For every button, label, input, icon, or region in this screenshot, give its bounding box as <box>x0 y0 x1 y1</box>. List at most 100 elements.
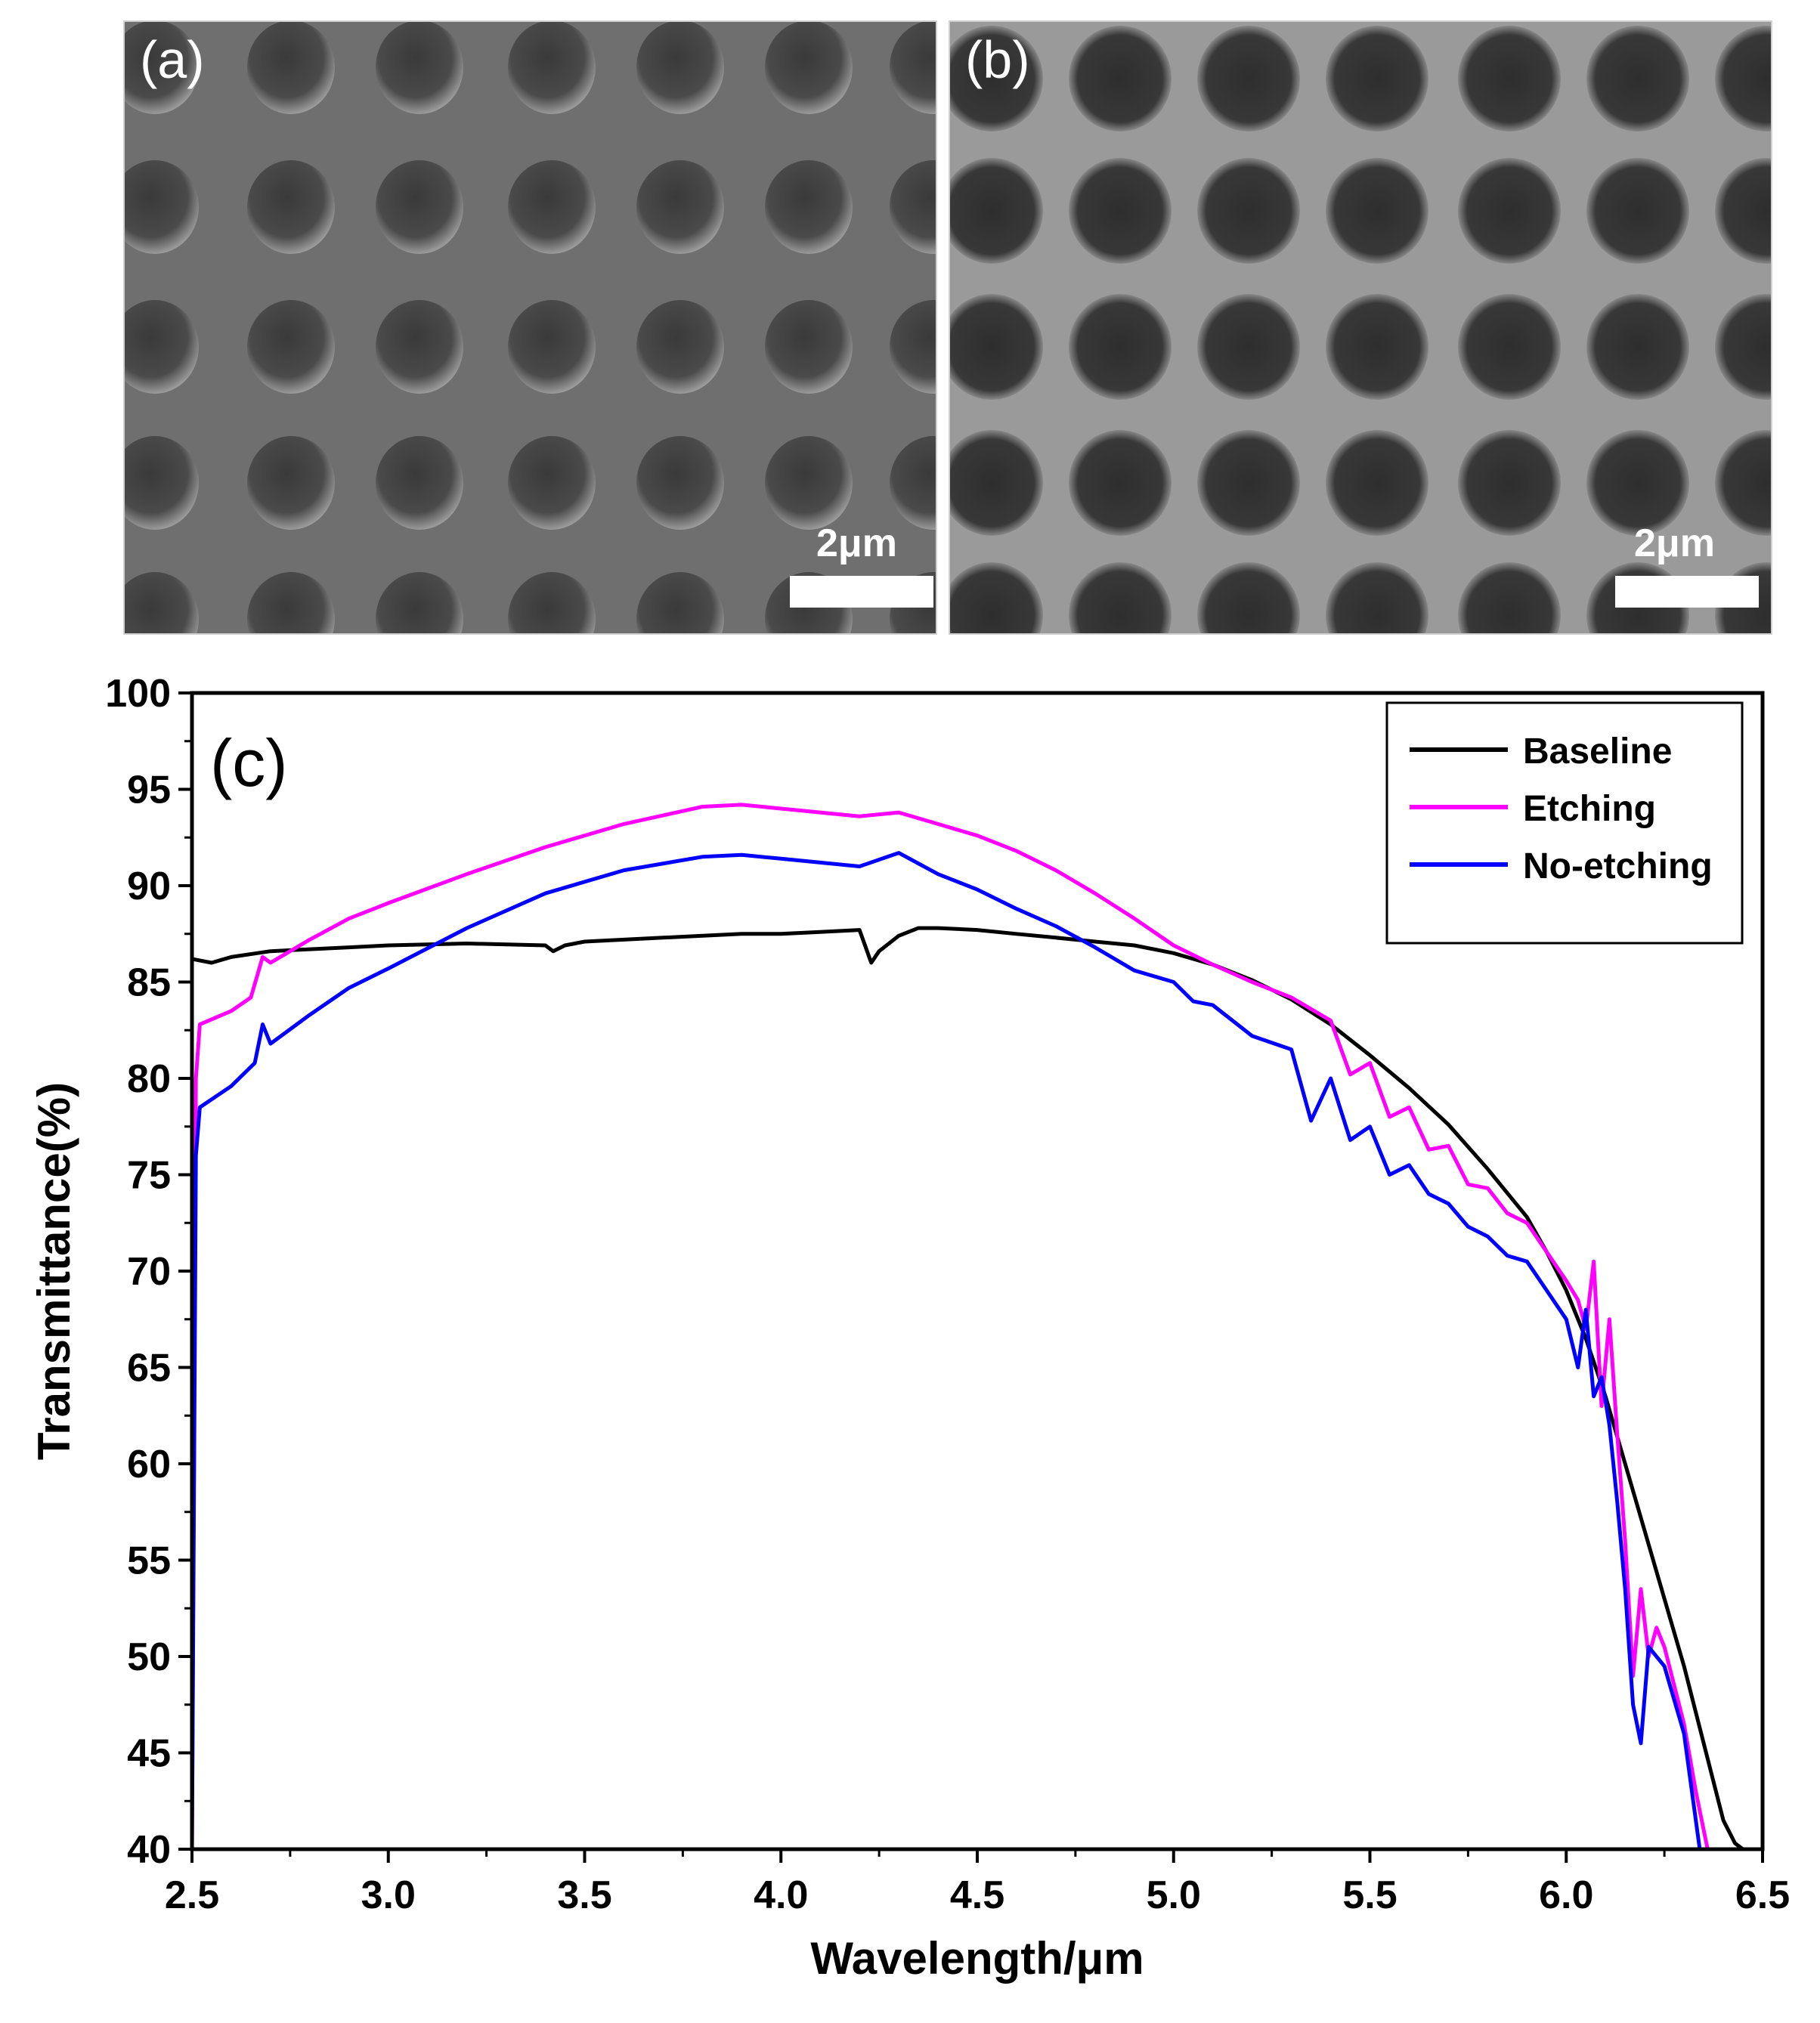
legend-label: Etching <box>1523 789 1656 829</box>
hole <box>1458 158 1561 264</box>
y-tick-label: 60 <box>127 1443 171 1486</box>
x-tick-label: 5.0 <box>1147 1873 1201 1917</box>
pillar <box>376 300 463 394</box>
hole <box>1069 158 1172 264</box>
hole <box>950 158 1043 264</box>
hole <box>1069 294 1172 400</box>
pillar <box>247 160 335 254</box>
pillar <box>125 436 199 530</box>
hole <box>1715 26 1771 131</box>
pillar <box>125 160 199 254</box>
hole <box>1326 430 1428 536</box>
scale-bar-b <box>1615 576 1759 608</box>
y-tick-label: 85 <box>127 961 171 1005</box>
y-tick-label: 75 <box>127 1154 171 1198</box>
hole <box>1197 158 1300 264</box>
y-tick-label: 100 <box>105 672 171 716</box>
y-tick-label: 45 <box>127 1732 171 1776</box>
hole <box>950 26 1043 131</box>
x-axis-title: Wavelength/μm <box>810 1933 1144 1984</box>
pillar <box>376 160 463 254</box>
panel-b-label: (b) <box>965 30 1030 89</box>
pillar <box>508 22 596 114</box>
y-tick-label: 40 <box>127 1828 171 1872</box>
hole <box>1197 294 1300 400</box>
pillar <box>247 300 335 394</box>
pillar <box>765 300 853 394</box>
hole <box>1586 430 1689 536</box>
x-tick-label: 6.0 <box>1539 1873 1593 1917</box>
pillar <box>376 436 463 530</box>
pillar <box>508 572 596 633</box>
pillar <box>125 22 199 114</box>
pillar <box>247 22 335 114</box>
sem-image-panel-b: (b) 2μm <box>949 20 1772 635</box>
pillar <box>765 160 853 254</box>
hole <box>1069 430 1172 536</box>
y-tick-label: 90 <box>127 865 171 908</box>
hole <box>1069 562 1172 633</box>
hole <box>1458 562 1561 633</box>
hole <box>1197 26 1300 131</box>
hole <box>950 562 1043 633</box>
pillar <box>636 572 724 633</box>
y-tick-label: 95 <box>127 769 171 812</box>
pillar <box>247 572 335 633</box>
hole <box>1586 158 1689 264</box>
x-tick-label: 3.0 <box>361 1873 416 1917</box>
hole-array-image <box>950 26 1771 633</box>
x-tick-label: 4.0 <box>754 1873 808 1917</box>
series-line-etching <box>190 803 1710 1850</box>
scale-bar-label-a: 2μm <box>816 521 897 565</box>
hole <box>950 430 1043 536</box>
sem-image-panel-a: (a) 2μm <box>123 20 937 635</box>
hole <box>1715 430 1771 536</box>
hole <box>1326 294 1428 400</box>
hole <box>1458 294 1561 400</box>
legend: Baseline Etching No-etching <box>1385 701 1744 945</box>
y-tick-label: 80 <box>127 1057 171 1101</box>
hole <box>1197 562 1300 633</box>
hole <box>1069 26 1172 131</box>
pillar <box>376 22 463 114</box>
scale-bar-a <box>790 576 933 608</box>
pillar <box>636 160 724 254</box>
panel-c-label: (c) <box>210 725 288 800</box>
y-tick-label: 50 <box>127 1635 171 1679</box>
pillar <box>890 436 936 530</box>
pillar <box>636 436 724 530</box>
hole <box>1326 158 1428 264</box>
y-tick-label: 65 <box>127 1347 171 1390</box>
legend-label: Baseline <box>1523 732 1672 772</box>
pillar <box>508 436 596 530</box>
pillar <box>890 300 936 394</box>
hole <box>1715 158 1771 264</box>
y-tick-label: 55 <box>127 1539 171 1583</box>
x-tick-label: 6.5 <box>1735 1873 1790 1917</box>
x-tick-label: 5.5 <box>1342 1873 1397 1917</box>
x-tick-label: 4.5 <box>950 1873 1004 1917</box>
panel-a-label: (a) <box>140 30 205 89</box>
scale-bar-label-b: 2μm <box>1634 521 1715 565</box>
hole <box>1326 26 1428 131</box>
pillar <box>125 572 199 633</box>
legend-label: No-etching <box>1523 846 1713 886</box>
pillar <box>247 436 335 530</box>
hole <box>1458 430 1561 536</box>
hole <box>1326 562 1428 633</box>
legend-box <box>1385 701 1744 945</box>
hole <box>1586 26 1689 131</box>
pillar <box>765 436 853 530</box>
hole <box>1197 430 1300 536</box>
pillar <box>890 22 936 114</box>
pillar <box>890 160 936 254</box>
hole <box>950 294 1043 400</box>
x-tick-label: 2.5 <box>165 1873 219 1917</box>
y-tick-label: 70 <box>127 1250 171 1294</box>
pillar <box>508 300 596 394</box>
series-line-baseline <box>191 926 1744 1851</box>
hole <box>1715 294 1771 400</box>
series-line-no-etching <box>190 851 1702 1850</box>
hole <box>1586 294 1689 400</box>
